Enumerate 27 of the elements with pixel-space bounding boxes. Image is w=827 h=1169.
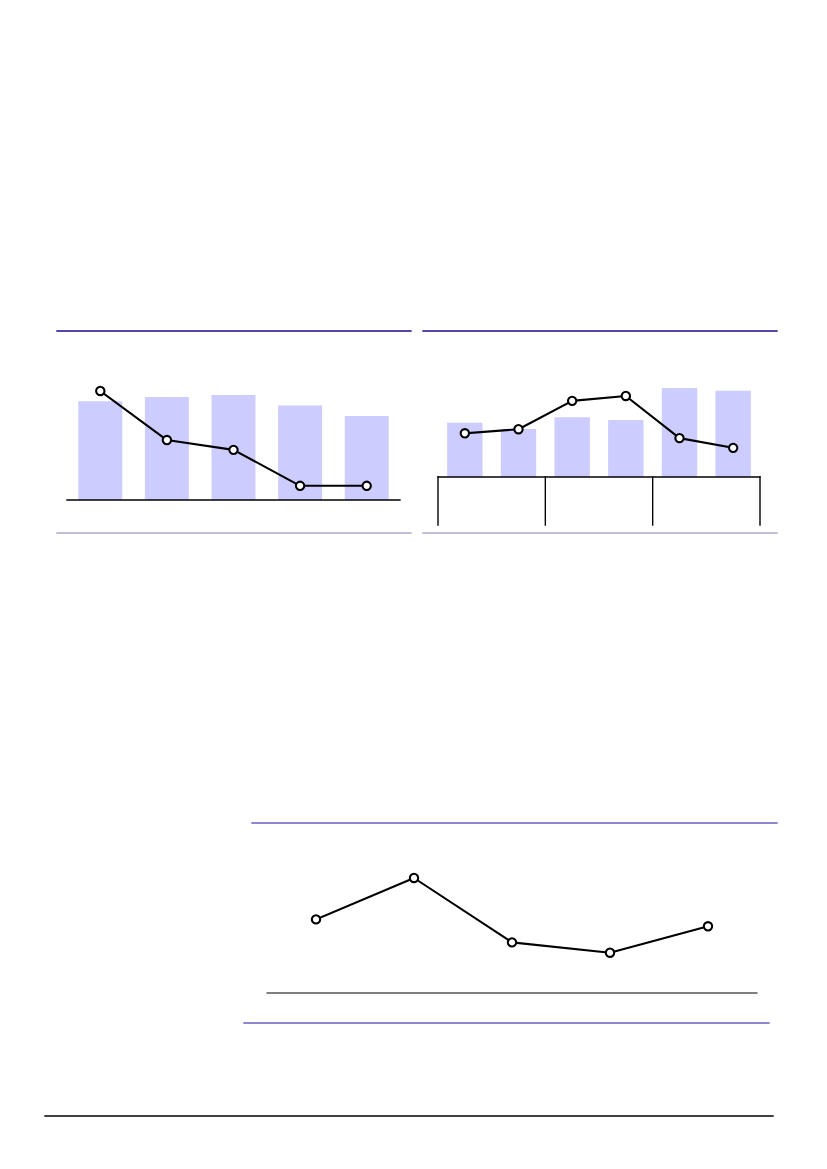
bar bbox=[500, 428, 537, 477]
bar bbox=[608, 420, 644, 477]
point bbox=[459, 428, 471, 439]
point bbox=[294, 480, 306, 492]
bar bbox=[278, 405, 323, 500]
point bbox=[361, 480, 372, 492]
bar bbox=[211, 395, 256, 500]
bar bbox=[554, 417, 590, 477]
point bbox=[228, 444, 239, 456]
bar bbox=[715, 390, 751, 477]
bar bbox=[344, 416, 389, 500]
bar bbox=[661, 388, 698, 477]
bar bbox=[447, 422, 483, 477]
point bbox=[408, 872, 420, 884]
point bbox=[727, 442, 739, 454]
point bbox=[620, 390, 632, 402]
point bbox=[95, 385, 106, 397]
bar bbox=[78, 401, 123, 500]
bar bbox=[144, 397, 189, 500]
point bbox=[566, 395, 578, 407]
point bbox=[674, 432, 685, 444]
point bbox=[161, 434, 173, 446]
point bbox=[513, 424, 524, 435]
point bbox=[506, 937, 518, 948]
point bbox=[702, 921, 714, 932]
point bbox=[310, 914, 322, 925]
point bbox=[604, 947, 616, 958]
